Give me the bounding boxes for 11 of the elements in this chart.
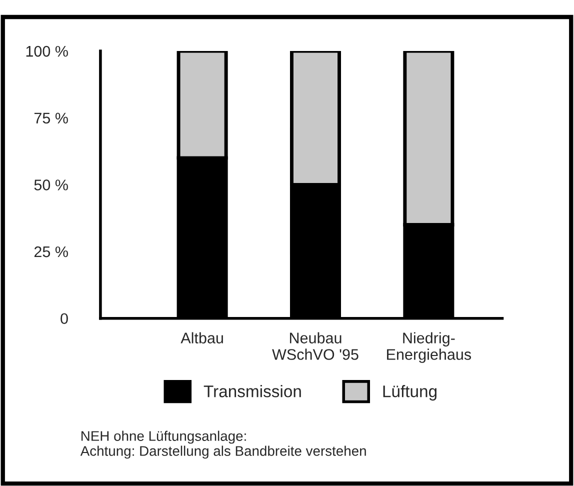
y-tick-label: 75 % <box>34 112 68 124</box>
y-tick-label: 50 % <box>34 180 68 190</box>
y-tick-label: 0 <box>60 313 68 324</box>
legend-label: Lüftung <box>383 385 436 401</box>
y-tick-label: 25 % <box>34 246 68 258</box>
x-tick-label: Altbau <box>180 332 223 344</box>
x-tick-label: Niedrig- Energiehaus <box>387 332 472 363</box>
y-tick-label: 100 % <box>26 46 68 57</box>
legend-label: Transmission <box>204 385 301 398</box>
x-tick-label: Neubau WSchVO '95 <box>272 332 358 360</box>
text: NEH ohne Lüftungsanlage: Achtung: Darstellung als Bandbreite verstehen <box>80 430 366 459</box>
